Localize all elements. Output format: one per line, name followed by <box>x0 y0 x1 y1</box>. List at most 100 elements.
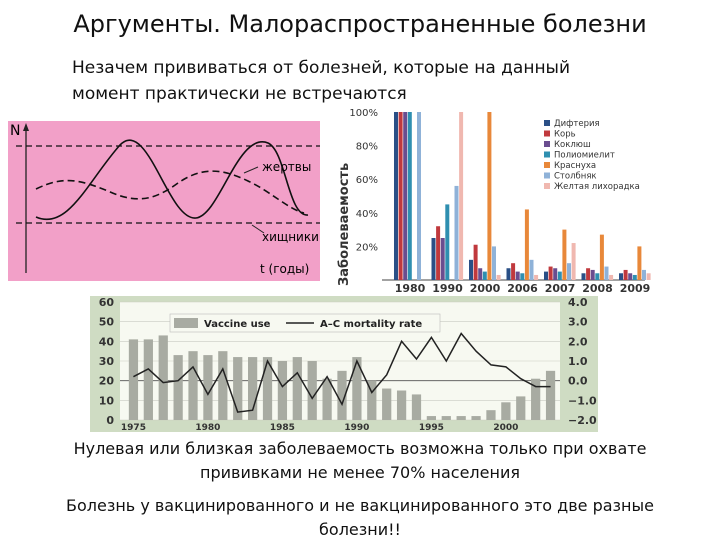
subtitle-line-2: момент практически не встречаются <box>72 84 407 104</box>
chart3-bar <box>396 390 407 420</box>
chart3-bar <box>233 357 243 420</box>
legend-vaccine-swatch <box>174 318 198 328</box>
conclusion-1-line-1: Нулевая или близкая заболеваемость возмо… <box>73 439 647 458</box>
chart3-bar <box>248 357 258 420</box>
chart2-bar <box>417 112 421 280</box>
chart3-bar <box>218 351 228 420</box>
chart3-bar <box>352 357 362 420</box>
chart2-x-tick: 2006 <box>507 282 538 295</box>
chart2-x-tick: 2009 <box>620 282 651 295</box>
predator-label: хищники <box>262 230 319 244</box>
chart3-right-tick: 4.0 <box>568 296 588 309</box>
chart2-bar <box>557 271 562 280</box>
chart2-bar <box>482 271 487 280</box>
chart3-bar <box>128 339 139 420</box>
chart2-bar <box>586 268 591 280</box>
chart2-bar <box>520 273 525 280</box>
chart2-bar <box>529 259 534 280</box>
chart2-bar <box>548 266 553 280</box>
chart2-legend-label: Столбняк <box>554 172 597 182</box>
chart2-legend-swatch <box>544 172 550 179</box>
prey-pointer <box>243 166 259 174</box>
chart3-right-tick: 1.0 <box>568 355 588 368</box>
chart3-left-tick: 20 <box>99 375 115 388</box>
chart3-left-tick: 60 <box>99 296 115 309</box>
chart2-legend-label: Коклюш <box>554 140 591 150</box>
chart2-y-tick: 40% <box>356 209 378 220</box>
prey-curve <box>35 139 309 221</box>
chart2-bar <box>403 112 408 280</box>
chart3-right-tick: −1.0 <box>568 394 597 407</box>
legend-mortality-label: A–C mortality rate <box>320 319 422 330</box>
chart3-right-tick: 3.0 <box>568 316 588 329</box>
chart2-x-tick: 1980 <box>395 282 426 295</box>
chart3-mortality-line <box>133 332 551 413</box>
conclusion-2: Болезнь у вакцинированного и не вакцинир… <box>0 494 720 542</box>
chart2-bar <box>436 226 441 280</box>
chart2-legend-swatch <box>544 183 550 189</box>
chart3-x-tick: 2000 <box>493 423 518 432</box>
chart2-y-label: Заболеваемость <box>337 163 352 286</box>
chart2-legend-swatch <box>544 141 550 147</box>
chart3-bar <box>367 380 377 420</box>
subtitle-line-1: Незачем прививаться от болезней, которые… <box>72 58 571 78</box>
chart2-bar <box>642 269 646 280</box>
chart2-bar <box>623 269 628 280</box>
chart2-bar <box>581 273 586 280</box>
chart3-x-tick: 1975 <box>121 423 146 432</box>
chart2-bar <box>619 273 623 280</box>
chart2-y-tick: 60% <box>356 175 378 186</box>
x-axis-label: t (годы) <box>260 262 309 276</box>
chart2-bar <box>398 112 403 280</box>
chart2-bar <box>469 259 473 280</box>
chart3-bar <box>411 394 422 420</box>
chart3-bar <box>173 355 183 420</box>
predator-pointer <box>251 224 265 234</box>
chart3-left-tick: 50 <box>99 316 115 329</box>
chart2-bar <box>553 268 558 280</box>
incidence-bar-chart: Заболеваемость 20% 40% 60% 80% 100% 1980 1990 2… <box>337 108 651 295</box>
prey-label: жертвы <box>262 160 311 174</box>
chart2-x-tick: 2008 <box>582 282 613 295</box>
chart2-y-tick: 80% <box>356 142 378 153</box>
chart3-left-tick: 30 <box>99 355 115 368</box>
chart3-bar <box>322 378 332 420</box>
chart2-bar <box>599 234 604 280</box>
chart3-left-tick: 10 <box>99 394 115 407</box>
chart3-bar <box>203 355 213 420</box>
predator-curve <box>35 170 305 214</box>
chart3-right-tick: 2.0 <box>568 335 588 348</box>
chart2-bar <box>431 238 436 280</box>
chart3-x-tick: 1980 <box>195 423 220 432</box>
chart3-right-tick: −2.0 <box>568 414 597 427</box>
chart2-bar <box>637 246 642 280</box>
chart3-bar <box>545 370 556 420</box>
chart3-x-tick: 1985 <box>270 423 295 432</box>
chart2-bar <box>567 263 571 280</box>
chart2-legend-label: Дифтерия <box>554 119 600 129</box>
chart2-bar <box>590 269 595 280</box>
chart2-bar <box>609 274 614 280</box>
chart2-bar <box>632 274 637 280</box>
chart2-bar <box>628 273 633 280</box>
chart2-legend-label: Корь <box>554 130 576 140</box>
conclusion-1: Нулевая или близкая заболеваемость возмо… <box>0 437 720 485</box>
chart2-bar <box>492 246 496 280</box>
slide-title: Аргументы. Малораспространенные болезни <box>73 10 647 38</box>
chart2-bar <box>487 112 492 280</box>
chart3-bar <box>501 402 511 420</box>
chart2-bar <box>524 209 529 280</box>
chart3-bar <box>486 410 496 420</box>
chart2-bar <box>445 204 450 280</box>
chart2-bar <box>646 273 651 280</box>
chart3-bar <box>516 396 526 420</box>
chart3-left-tick: 0 <box>106 414 114 427</box>
chart2-legend-label: Желтая лихорадка <box>554 182 640 192</box>
chart3-x-tick: 1990 <box>344 423 369 432</box>
chart3-bar <box>292 357 302 420</box>
chart2-bar <box>562 229 567 280</box>
conclusion-2-line-1: Болезнь у вакцинированного и не вакцинир… <box>66 496 654 515</box>
chart2-bar <box>459 112 464 280</box>
chart2-bar <box>515 271 520 280</box>
chart2-legend-swatch <box>544 162 550 168</box>
